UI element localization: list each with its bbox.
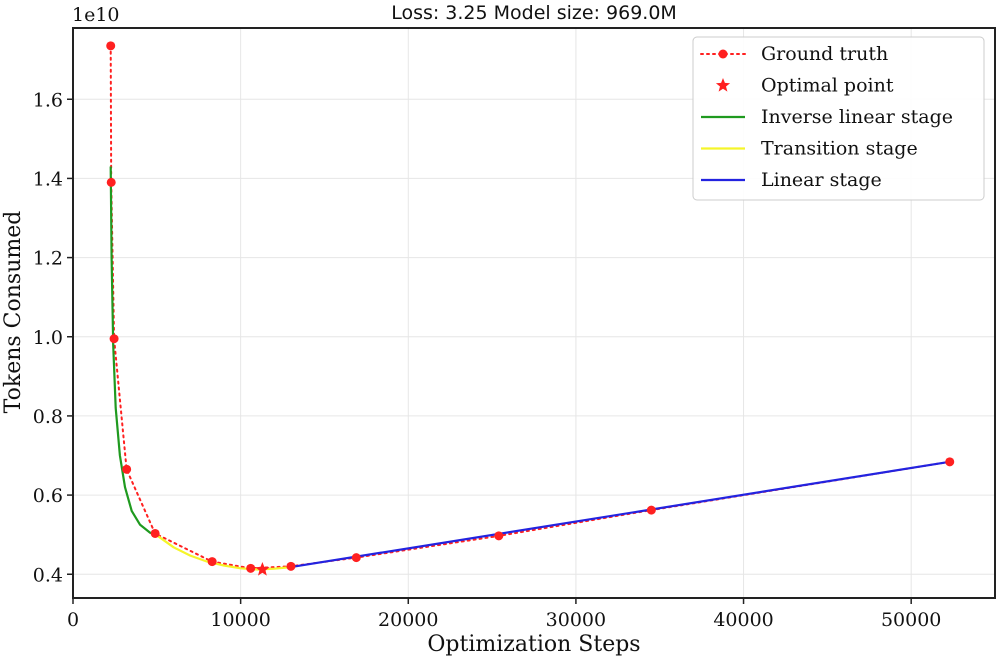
- legend-marker-ground-truth: [718, 49, 728, 59]
- ground-truth-point: [109, 334, 119, 344]
- x-tick-label: 30000: [546, 609, 606, 631]
- ground-truth-point: [351, 553, 361, 563]
- grid-lines: [72, 28, 995, 598]
- ground-truth-point: [246, 563, 256, 573]
- inverse-linear-stage-line: [109, 166, 157, 536]
- y-tick-label: 0.6: [33, 485, 63, 507]
- legend-marker-optimal-point: [715, 78, 731, 92]
- y-tick-label: 1.2: [33, 248, 63, 270]
- x-tick-label: 40000: [713, 609, 773, 631]
- legend-box: [692, 36, 985, 201]
- x-axis-title: Optimization Steps: [427, 632, 640, 657]
- legend-label: Ground truth: [761, 43, 888, 65]
- legend-label: Optimal point: [761, 75, 894, 97]
- optimal-point-marker: [255, 562, 270, 576]
- ground-truth-point: [150, 528, 160, 538]
- axis-ticks: 0 10000 20000 30000 40000 50000 0.4 0.6 0.8 1.0 1.…: [33, 89, 942, 631]
- transition-stage-line: [155, 533, 292, 571]
- legend-label: Linear stage: [761, 169, 882, 191]
- linear-stage-line: [290, 460, 950, 569]
- y-tick-label: 1.6: [33, 89, 63, 111]
- ground-truth-point: [646, 505, 656, 515]
- x-tick-label: 20000: [378, 609, 438, 631]
- y-tick-label: 1.4: [33, 168, 63, 190]
- x-tick-label: 0: [67, 609, 79, 631]
- plot-area-frame: [72, 27, 996, 599]
- ground-truth-point: [286, 561, 296, 571]
- ground-truth-point: [106, 177, 116, 187]
- ground-truth-point: [207, 557, 217, 567]
- ground-truth-point: [106, 41, 116, 51]
- chart-title: Loss: 3.25 Model size: 969.0M: [391, 2, 677, 24]
- ground-truth-point: [945, 457, 955, 467]
- data-series: [106, 41, 955, 576]
- legend-label: Transition stage: [761, 138, 918, 160]
- legend: Ground truth Optimal point Inverse linear …: [692, 36, 985, 201]
- y-tick-label: 1.0: [33, 327, 63, 349]
- y-axis-multiplier: 1e10: [72, 4, 120, 26]
- y-tick-label: 0.8: [33, 406, 63, 428]
- x-tick-label: 50000: [881, 609, 941, 631]
- legend-label: Inverse linear stage: [761, 106, 953, 128]
- ground-truth-point: [122, 464, 132, 474]
- y-axis-title: Tokens Consumed: [1, 211, 26, 414]
- x-tick-label: 10000: [210, 609, 270, 631]
- y-tick-label: 0.4: [33, 564, 63, 586]
- ground-truth-point: [494, 531, 504, 541]
